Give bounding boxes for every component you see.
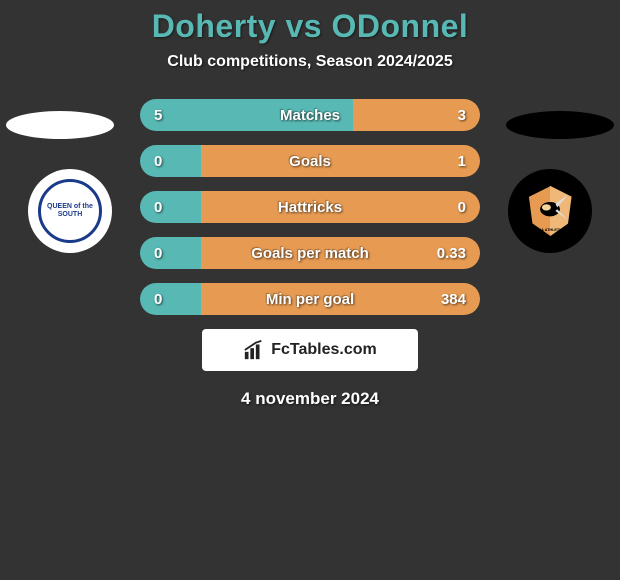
stat-bar-right: [353, 99, 481, 131]
date-label: 4 november 2024: [0, 389, 620, 409]
stat-bar-right: [201, 283, 480, 315]
stat-row: Matches53: [140, 99, 480, 131]
player-pedestal-right: [506, 111, 614, 139]
stat-bar-right: [201, 145, 480, 177]
svg-text:ALLOA ATHLETIC FC: ALLOA ATHLETIC FC: [531, 228, 569, 232]
club-badge-right-inner: ALLOA ATHLETIC FC: [518, 179, 582, 243]
club-badge-left-text: QUEEN of the SOUTH: [41, 203, 99, 218]
chart-icon: [243, 339, 265, 361]
club-badge-right-icon: ALLOA ATHLETIC FC: [523, 184, 577, 238]
club-badge-left-inner: QUEEN of the SOUTH: [38, 179, 102, 243]
stat-row: Hattricks00: [140, 191, 480, 223]
stat-bar-left: [140, 145, 201, 177]
stat-row: Goals01: [140, 145, 480, 177]
bars-wrap: Matches53 Goals01 Hattricks00 Goals per mat…: [140, 99, 480, 315]
stat-bar-left: [140, 99, 353, 131]
watermark-text: FcTables.com: [271, 341, 377, 359]
player-pedestal-left: [6, 111, 114, 139]
stats-area: QUEEN of the SOUTH ALLOA ATHLETIC FC Mat…: [0, 99, 620, 409]
stat-bar-left: [140, 191, 201, 223]
club-badge-right: ALLOA ATHLETIC FC: [508, 169, 592, 253]
club-badge-left: QUEEN of the SOUTH: [28, 169, 112, 253]
stat-bar-right: [201, 191, 480, 223]
stat-bar-right: [201, 237, 480, 269]
page-title: Doherty vs ODonnel: [0, 8, 620, 45]
page-subtitle: Club competitions, Season 2024/2025: [0, 53, 620, 71]
stat-row: Goals per match00.33: [140, 237, 480, 269]
infographic-root: Doherty vs ODonnel Club competitions, Se…: [0, 0, 620, 580]
stat-row: Min per goal0384: [140, 283, 480, 315]
stat-bar-left: [140, 237, 201, 269]
watermark: FcTables.com: [202, 329, 418, 371]
stat-bar-left: [140, 283, 201, 315]
